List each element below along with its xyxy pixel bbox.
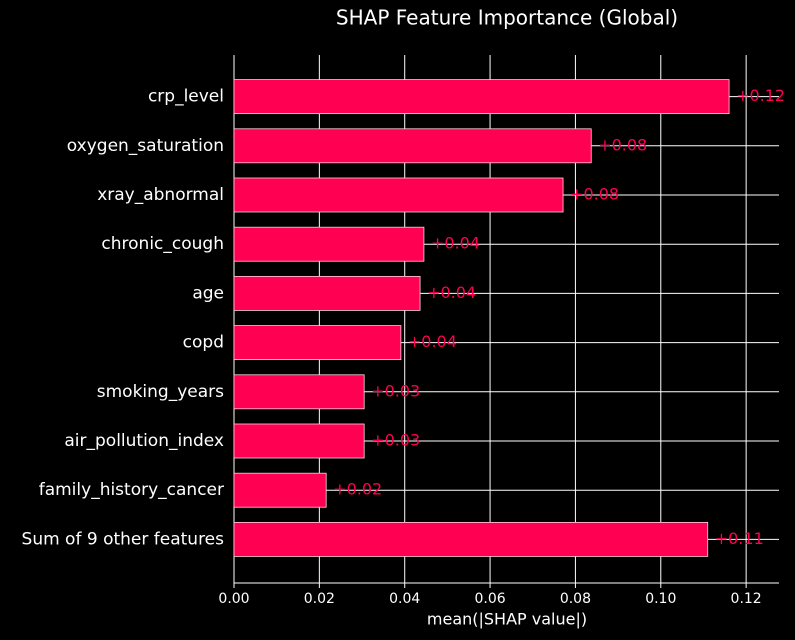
bar [233,374,365,410]
value-label: +0.02 [333,480,382,499]
bar [233,423,365,459]
y-tick-label: Sum of 9 other features [22,529,225,549]
bar [233,325,402,361]
x-axis-label: mean(|SHAP value|) [427,610,587,629]
x-tick-label: 0.10 [645,591,676,607]
x-tick-label: 0.04 [389,591,420,607]
y-tick-label: air_pollution_index [64,431,224,451]
y-tick-label: family_history_cancer [39,480,224,500]
value-label: +0.08 [570,185,619,204]
value-label: +0.04 [427,283,476,302]
bar [233,226,425,262]
x-tick-label: 0.12 [731,591,762,607]
bar [233,522,709,557]
x-tick-label: 0.00 [218,591,249,607]
y-tick-label: crp_level [148,87,224,107]
y-tick-label: copd [183,333,224,353]
y-tick-label: oxygen_saturation [67,136,224,156]
y-tick-label: smoking_years [97,382,224,402]
y-tick-label: xray_abnormal [97,185,224,205]
value-label: +0.11 [715,529,764,548]
value-label: +0.04 [431,234,480,253]
x-tick-label: 0.02 [304,591,335,607]
value-label: +0.12 [736,86,785,105]
value-label: +0.03 [371,431,420,450]
value-label: +0.08 [598,135,647,154]
bar [233,79,730,114]
bar [233,128,592,164]
value-label: +0.04 [408,332,457,351]
x-tick-label: 0.06 [474,591,505,607]
y-tick-label: age [192,283,224,303]
value-label: +0.03 [371,381,420,400]
bar [233,275,421,311]
bar [233,177,564,213]
chart-title: SHAP Feature Importance (Global) [336,6,678,30]
y-tick-label: chronic_cough [101,234,224,254]
x-tick-label: 0.08 [560,591,591,607]
bar [233,472,327,508]
